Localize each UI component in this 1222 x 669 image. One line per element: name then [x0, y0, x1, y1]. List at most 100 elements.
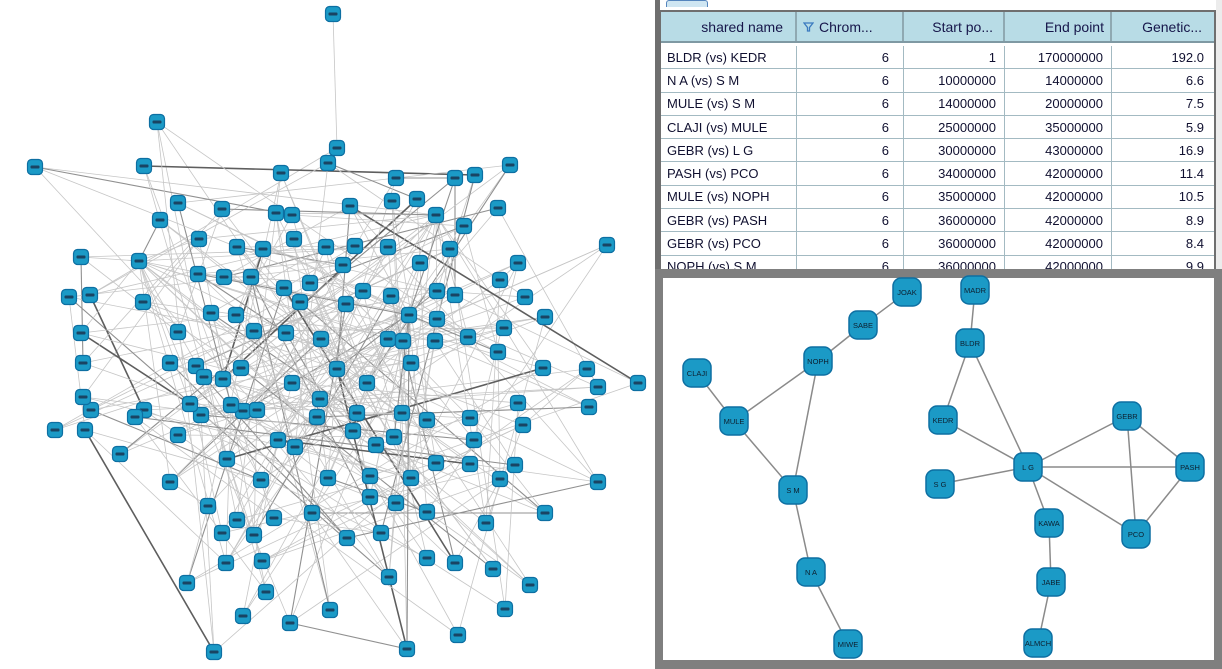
full-network-canvas[interactable] [0, 0, 655, 669]
network-node[interactable] [217, 554, 235, 572]
network-node[interactable] [324, 5, 342, 23]
cell-start-point[interactable]: 36000000 [904, 209, 1005, 232]
network-node[interactable] [265, 509, 283, 527]
network-node[interactable] [372, 524, 390, 542]
network-node[interactable] [285, 230, 303, 248]
network-node[interactable] [202, 304, 220, 322]
cell-end-point[interactable]: 20000000 [1005, 92, 1112, 115]
network-node[interactable] [449, 626, 467, 644]
cell-chromosome[interactable]: 6 [797, 255, 904, 278]
network-node[interactable] [319, 154, 337, 172]
cell-shared-name[interactable]: GEBR (vs) L G [661, 139, 797, 162]
network-node[interactable] [489, 343, 507, 361]
network-node[interactable] [465, 431, 483, 449]
network-node[interactable] [286, 438, 304, 456]
network-node[interactable] [135, 157, 153, 175]
network-node[interactable] [253, 552, 271, 570]
network-node[interactable]: S G [925, 469, 955, 499]
cell-start-point[interactable]: 10000000 [904, 69, 1005, 92]
network-node[interactable] [283, 374, 301, 392]
network-node[interactable] [536, 308, 554, 326]
cell-chromosome[interactable]: 6 [797, 92, 904, 115]
network-node[interactable] [477, 514, 495, 532]
network-node[interactable]: MULE [719, 406, 749, 436]
network-node[interactable] [580, 398, 598, 416]
network-node[interactable] [178, 574, 196, 592]
network-node[interactable] [501, 156, 519, 174]
network-node[interactable] [521, 576, 539, 594]
table-row[interactable]: N A (vs) S M 6 10000000 14000000 6.6 [661, 69, 1214, 93]
cell-end-point[interactable]: 42000000 [1005, 209, 1112, 232]
network-node[interactable] [126, 408, 144, 426]
cell-start-point[interactable]: 14000000 [904, 92, 1005, 115]
network-node[interactable]: PASH [1175, 452, 1205, 482]
network-node[interactable] [254, 240, 272, 258]
cell-end-point[interactable]: 35000000 [1005, 115, 1112, 139]
network-node[interactable]: BLDR [955, 328, 985, 358]
network-node[interactable] [308, 408, 326, 426]
network-node[interactable] [491, 271, 509, 289]
cell-shared-name[interactable]: MULE (vs) NOPH [661, 185, 797, 209]
column-header-chromosome[interactable]: Chrom... [797, 12, 904, 41]
cell-genetic[interactable]: 8.9 [1185, 212, 1204, 228]
network-node[interactable] [74, 388, 92, 406]
network-node[interactable] [242, 268, 260, 286]
network-node[interactable] [461, 409, 479, 427]
network-node[interactable] [267, 204, 285, 222]
table-row[interactable]: PASH (vs) PCO 6 34000000 42000000 11.4 [661, 162, 1214, 186]
cell-shared-name[interactable]: GEBR (vs) PASH [661, 209, 797, 232]
cell-chromosome[interactable]: 6 [797, 46, 904, 69]
network-node[interactable] [232, 359, 250, 377]
network-node[interactable] [303, 504, 321, 522]
network-node[interactable] [169, 194, 187, 212]
network-node[interactable] [536, 504, 554, 522]
network-node[interactable] [394, 332, 412, 350]
network-node[interactable] [346, 237, 364, 255]
network-node[interactable]: MIWE [833, 629, 863, 659]
network-node[interactable] [446, 286, 464, 304]
network-node[interactable] [190, 230, 208, 248]
column-header-genetic[interactable]: Genetic... [1112, 12, 1212, 41]
network-node[interactable] [441, 240, 459, 258]
cell-genetic[interactable]: 16.9 [1178, 142, 1204, 158]
network-node[interactable] [76, 421, 94, 439]
network-node[interactable]: GEBR [1112, 401, 1142, 431]
cell-end-point[interactable]: 43000000 [1005, 139, 1112, 162]
network-node[interactable] [516, 288, 534, 306]
network-node[interactable] [46, 421, 64, 439]
network-node[interactable] [361, 467, 379, 485]
network-node[interactable] [380, 568, 398, 586]
network-node[interactable]: KEDR [928, 405, 958, 435]
network-node[interactable]: NOPH [803, 346, 833, 376]
network-node[interactable] [334, 256, 352, 274]
cell-chromosome[interactable]: 6 [797, 209, 904, 232]
cell-chromosome[interactable]: 6 [797, 139, 904, 162]
network-node[interactable] [252, 471, 270, 489]
network-node[interactable] [427, 206, 445, 224]
network-node[interactable]: L G [1013, 452, 1043, 482]
cell-end-point[interactable]: 170000000 [1005, 46, 1112, 69]
network-node[interactable] [385, 428, 403, 446]
cell-genetic[interactable]: 11.4 [1179, 166, 1204, 182]
network-node[interactable] [291, 293, 309, 311]
network-node[interactable]: SABE [848, 310, 878, 340]
network-node[interactable] [398, 640, 416, 658]
network-node[interactable] [354, 282, 372, 300]
network-node[interactable] [283, 206, 301, 224]
network-node[interactable] [228, 238, 246, 256]
network-node[interactable] [245, 322, 263, 340]
network-node[interactable] [496, 600, 514, 618]
column-header-start-point[interactable]: Start po... [904, 12, 1005, 41]
cell-chromosome[interactable]: 6 [797, 232, 904, 255]
network-node[interactable] [428, 282, 446, 300]
network-node[interactable] [379, 238, 397, 256]
network-node[interactable]: KAWA [1034, 508, 1064, 538]
network-node[interactable] [426, 332, 444, 350]
network-node[interactable] [245, 526, 263, 544]
network-node[interactable] [161, 473, 179, 491]
network-node[interactable] [169, 426, 187, 444]
network-node[interactable] [361, 488, 379, 506]
network-node[interactable] [509, 254, 527, 272]
network-node[interactable] [148, 113, 166, 131]
table-row[interactable]: BLDR (vs) KEDR 6 1 170000000 192.0 [661, 46, 1214, 70]
